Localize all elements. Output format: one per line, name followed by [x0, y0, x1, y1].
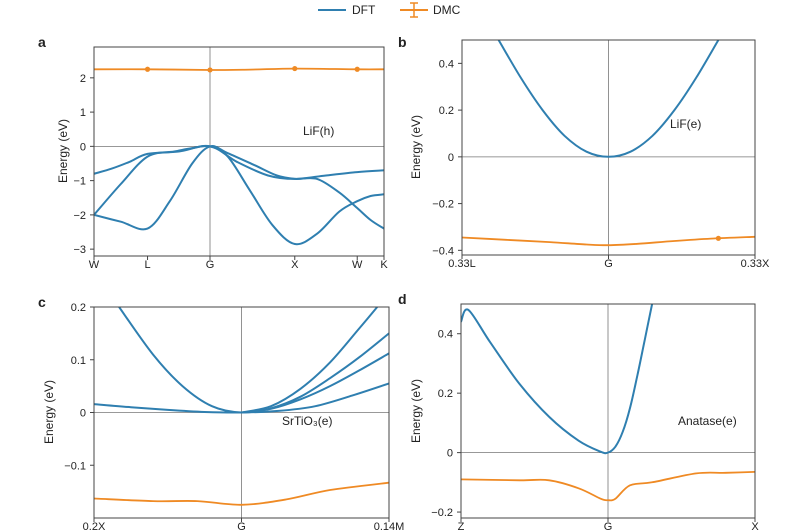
series-dmc — [94, 481, 389, 506]
y-tick-label: −0.2 — [431, 507, 453, 519]
legend-label: DFT — [352, 3, 376, 17]
y-tick-label: 1 — [80, 107, 86, 119]
series-dft-mid — [241, 352, 389, 414]
y-tick-label: −0.4 — [432, 245, 454, 257]
legend: DFT DMC — [318, 2, 461, 18]
panel-label: d — [398, 291, 407, 307]
series-group — [94, 65, 384, 246]
x-tick-label: G — [604, 258, 613, 270]
y-tick-label: 0.2 — [438, 388, 453, 400]
y-axis-label: Energy (eV) — [409, 379, 423, 443]
dmc-point — [144, 66, 151, 72]
panel-annotation: LiF(e) — [670, 117, 701, 131]
x-tick-label: X — [751, 521, 759, 530]
dmc-point — [207, 67, 213, 73]
x-tick-label: Z — [458, 521, 465, 530]
series-group — [462, 40, 755, 247]
y-tick-label: −0.2 — [432, 199, 454, 211]
series-group — [94, 307, 389, 506]
y-tick-label: 0 — [447, 448, 453, 460]
panel-annotation: LiF(h) — [303, 124, 334, 138]
dmc-point — [715, 235, 721, 241]
panel-d: Z G X −0.2 0 0.2 0.4 Energy (eV) d Anatase(e) — [398, 291, 759, 530]
x-tick-label: W — [89, 259, 100, 271]
y-axis-label: Energy (eV) — [56, 119, 70, 183]
panel-a: W L G X W K −3 −2 −1 0 1 2 Energy (eV) a LiF(h) — [38, 34, 388, 271]
legend-item-dft: DFT — [318, 3, 376, 17]
y-tick-label: 0.4 — [439, 58, 454, 70]
y-tick-label: −0.1 — [64, 460, 86, 472]
dmc-point — [354, 66, 360, 72]
y-tick-label: 0.1 — [71, 355, 86, 367]
y-tick-label: −2 — [73, 210, 86, 222]
dmc-point — [292, 65, 298, 72]
x-tick-label: K — [380, 259, 388, 271]
legend-item-dmc: DMC — [400, 2, 461, 18]
y-tick-label: 0.4 — [438, 329, 453, 341]
plot-frame — [93, 46, 385, 257]
panel-label: a — [38, 34, 46, 50]
series-dft-band-3 — [94, 145, 384, 231]
y-tick-label: −1 — [73, 176, 86, 188]
x-tick-label: G — [206, 259, 215, 271]
legend-label: DMC — [433, 3, 461, 17]
x-tick-label: L — [144, 259, 150, 271]
y-tick-label: 0.2 — [439, 105, 454, 117]
y-tick-label: 0 — [448, 152, 454, 164]
x-tick-label: G — [237, 521, 246, 530]
x-tick-label: 0.33X — [741, 258, 770, 270]
series-group — [461, 304, 755, 502]
x-tick-label: 0.14M — [374, 521, 405, 530]
panel-annotation: SrTiO₃(e) — [282, 414, 332, 428]
y-tick-label: −3 — [73, 244, 86, 256]
x-tick-label: 0.33L — [448, 258, 476, 270]
panel-label: b — [398, 34, 407, 50]
y-axis-label: Energy (eV) — [409, 115, 423, 179]
x-tick-label: G — [604, 521, 613, 530]
series-dmc — [461, 471, 755, 502]
y-tick-label: 2 — [80, 73, 86, 85]
y-tick-label: 0.2 — [71, 302, 86, 314]
panel-b: 0.33L G 0.33X −0.4 −0.2 0 0.2 0.4 Energy (eV) b Li… — [398, 34, 770, 270]
panel-label: c — [38, 294, 46, 310]
series-dmc — [462, 235, 755, 247]
series-dft-band-2 — [94, 144, 384, 246]
y-axis-label: Energy (eV) — [42, 380, 56, 444]
series-dft-steep — [241, 307, 378, 414]
series-dmc — [94, 67, 384, 71]
series-dft — [461, 304, 654, 455]
y-tick-label: 0 — [80, 141, 86, 153]
x-tick-label: 0.2X — [83, 521, 106, 530]
panel-c: 0.2X G 0.14M −0.1 0 0.1 0.2 Energy (eV) c SrTiO₃(… — [38, 294, 404, 530]
y-tick-label: 0 — [80, 408, 86, 420]
x-tick-label: X — [291, 259, 299, 271]
series-dft — [497, 40, 720, 158]
panel-annotation: Anatase(e) — [678, 414, 737, 428]
x-tick-label: W — [352, 259, 363, 271]
